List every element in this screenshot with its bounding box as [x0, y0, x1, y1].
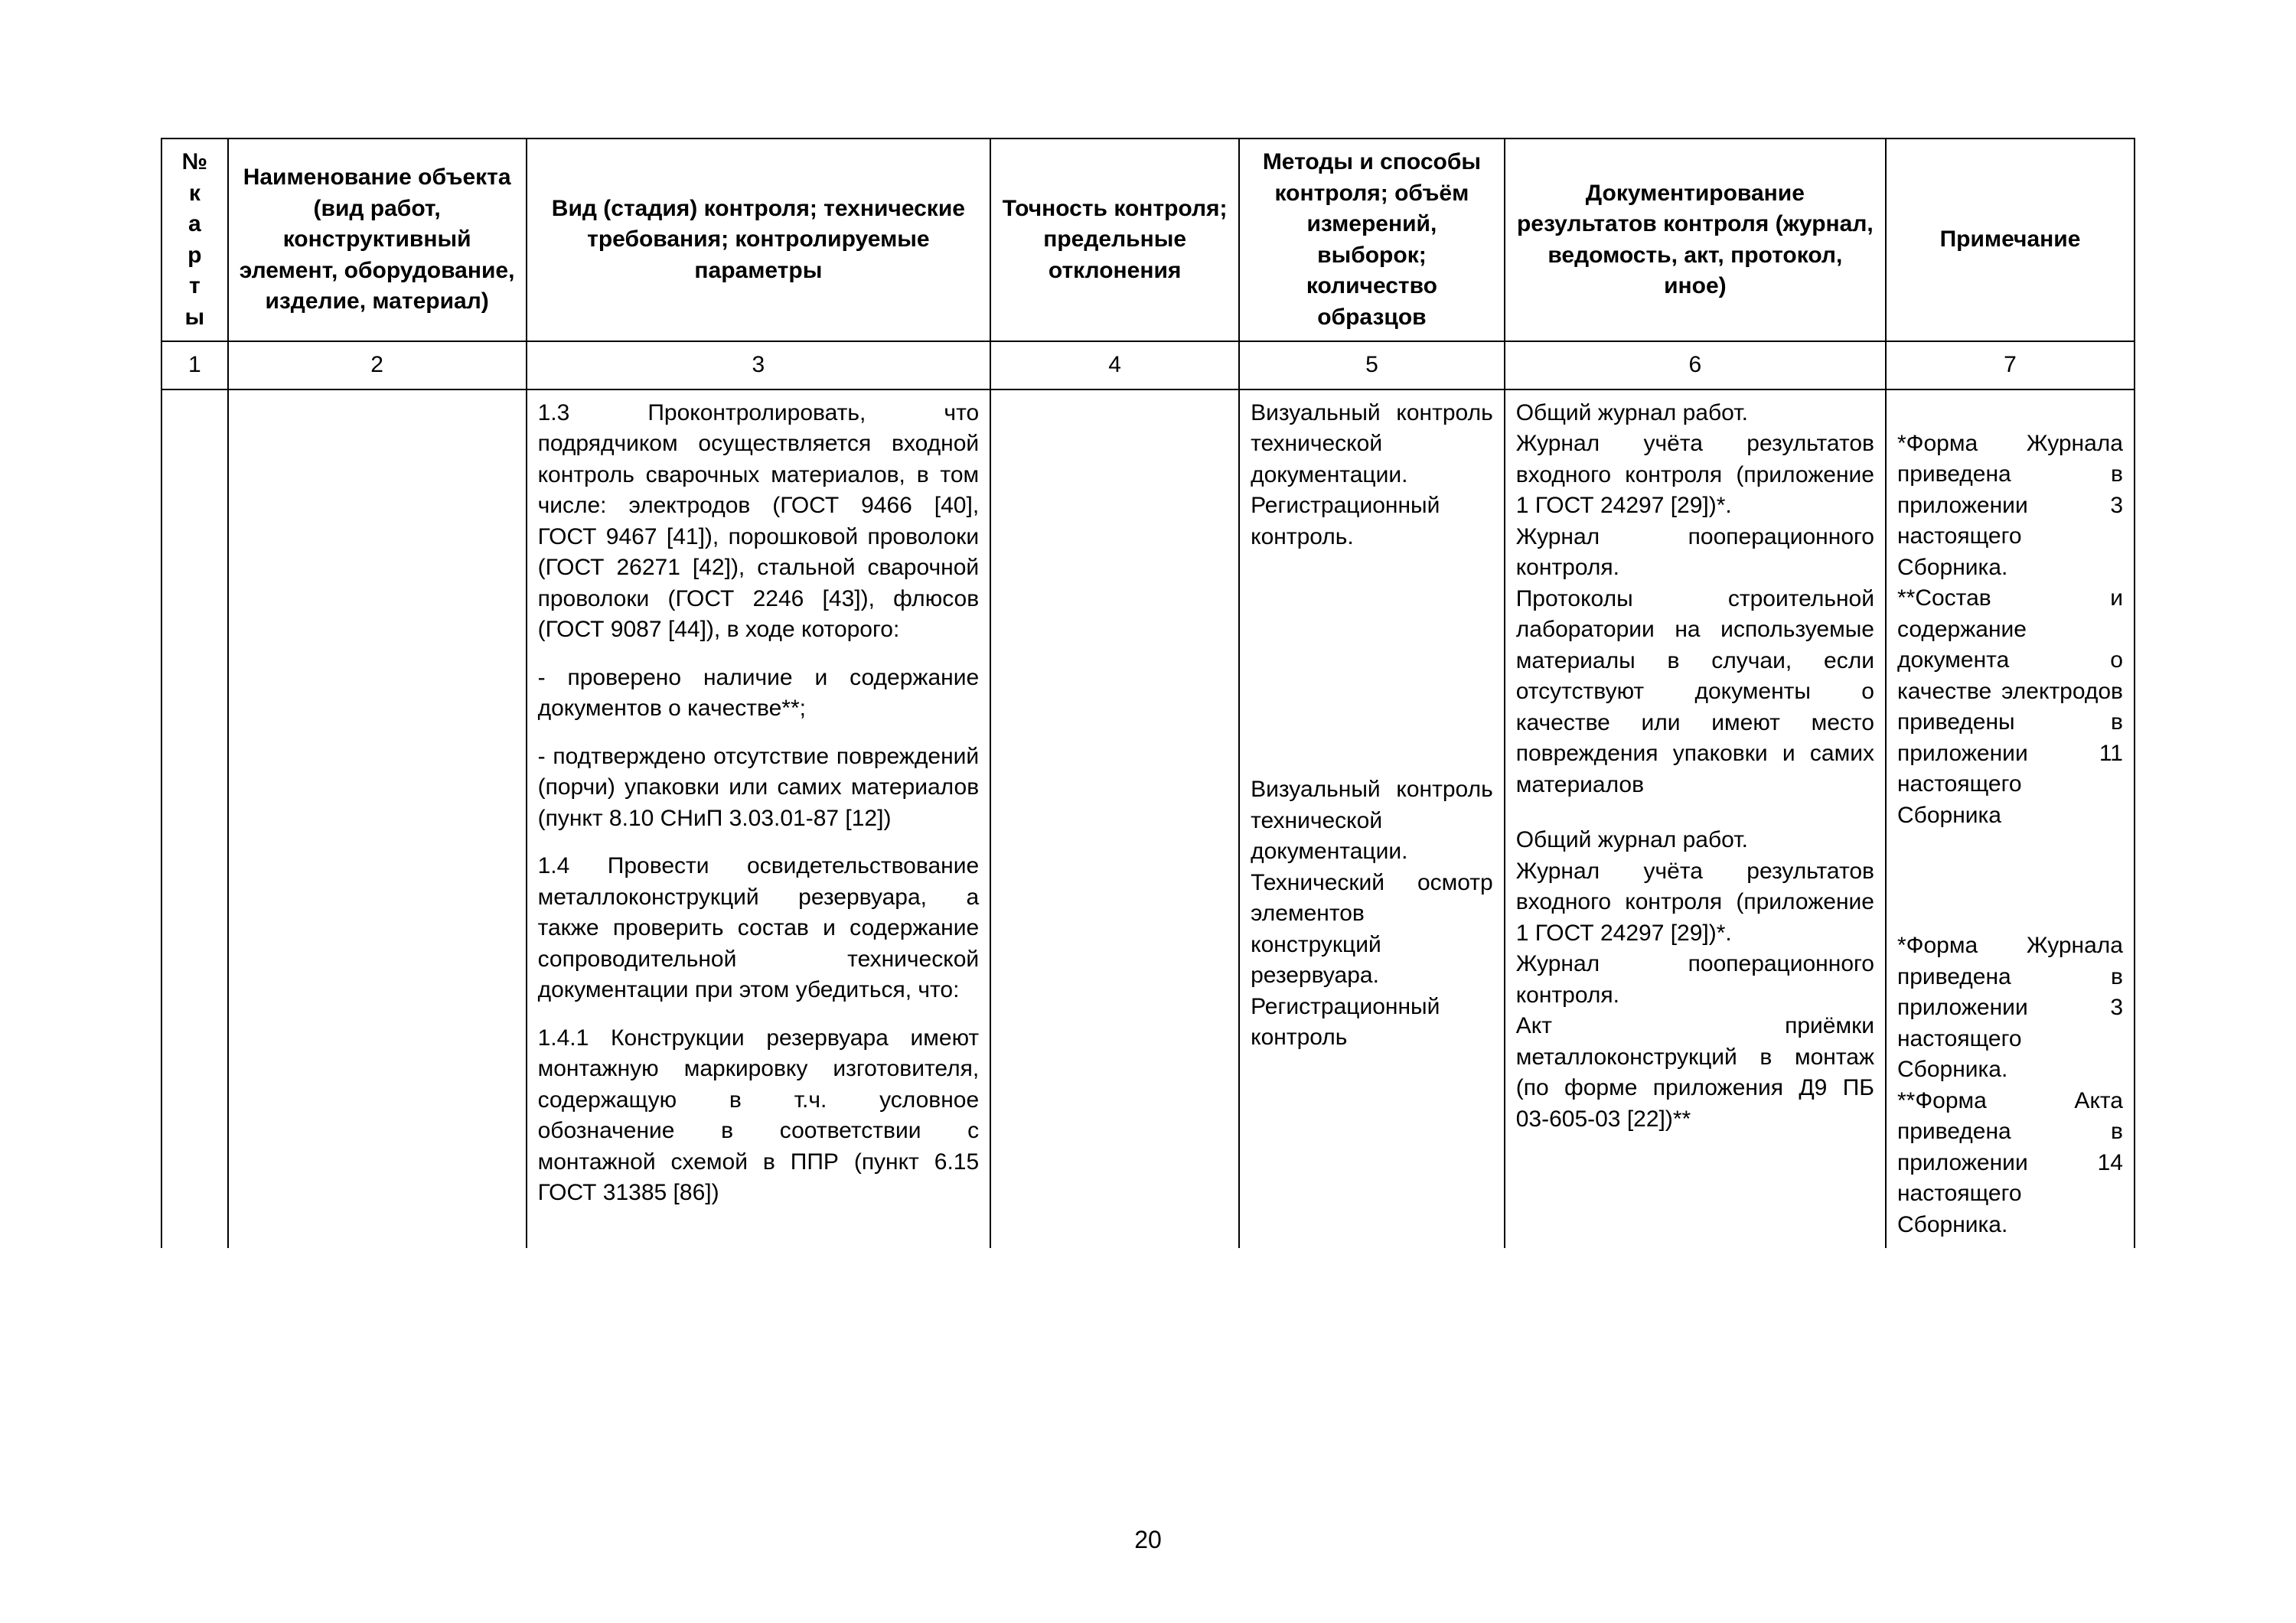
paragraph: - проверено наличие и содержание докумен…: [538, 663, 980, 725]
paragraph: *Форма Журнала приведена в приложении 3 …: [1897, 429, 2123, 584]
paragraph: Журнал пооперационного контроля.: [1516, 949, 1874, 1011]
cell-col-5: Визуальный контроль технической документ…: [1239, 389, 1505, 1249]
table-number-row: 1 2 3 4 5 6 7: [161, 341, 2135, 389]
header-col-5: Методы и способы контроля; объём измерен…: [1239, 139, 1505, 341]
paragraph: Визуальный контроль технической документ…: [1251, 774, 1493, 868]
page-number: 20: [0, 1526, 2296, 1554]
num-col-3: 3: [527, 341, 991, 389]
control-table: № к а р т ы Наименование объекта (вид ра…: [161, 138, 2135, 1248]
cell-col-1: [161, 389, 228, 1249]
paragraph: Журнал учёта результатов входного контро…: [1516, 856, 1874, 950]
num-col-1: 1: [161, 341, 228, 389]
paragraph: **Состав и содержание документа о качест…: [1897, 583, 2123, 831]
paragraph: Регистрационный контроль.: [1251, 490, 1493, 552]
cell-col-2: [228, 389, 527, 1249]
cell-col-4: [990, 389, 1239, 1249]
paragraph: Журнал учёта результатов входного контро…: [1516, 429, 1874, 522]
paragraph: 1.4.1 Конструкции резервуара имеют монта…: [538, 1023, 980, 1209]
paragraph: - подтверждено отсутствие повреждений (п…: [538, 741, 980, 835]
num-col-4: 4: [990, 341, 1239, 389]
paragraph: Общий журнал работ.: [1516, 398, 1874, 429]
paragraph: 1.3 Проконтролировать, что подрядчиком о…: [538, 398, 980, 646]
num-col-6: 6: [1505, 341, 1886, 389]
num-col-7: 7: [1886, 341, 2135, 389]
num-col-5: 5: [1239, 341, 1505, 389]
table-row: 1.3 Проконтролировать, что подрядчиком о…: [161, 389, 2135, 1249]
header-col-3: Вид (стадия) контроля; технические требо…: [527, 139, 991, 341]
paragraph: Визуальный контроль технической документ…: [1251, 398, 1493, 491]
paragraph: 1.4 Провести освидетельствование металло…: [538, 851, 980, 1006]
page: № к а р т ы Наименование объекта (вид ра…: [0, 0, 2296, 1623]
cell-col-6: Общий журнал работ. Журнал учёта результ…: [1505, 389, 1886, 1249]
header-col-4: Точность контроля; предельные отклонения: [990, 139, 1239, 341]
paragraph: Общий журнал работ.: [1516, 825, 1874, 856]
paragraph: Протоколы строительной лаборатории на ис…: [1516, 584, 1874, 801]
paragraph: *Форма Журнала приведена в приложении 3 …: [1897, 930, 2123, 1086]
header-col-1: № к а р т ы: [161, 139, 228, 341]
paragraph: Журнал пооперационного контроля.: [1516, 522, 1874, 584]
paragraph: Регистрационный контроль: [1251, 992, 1493, 1054]
paragraph: Технический осмотр элементов конструкций…: [1251, 868, 1493, 992]
paragraph: Акт приёмки металлоконструкций в монтаж …: [1516, 1011, 1874, 1135]
cell-col-3: 1.3 Проконтролировать, что подрядчиком о…: [527, 389, 991, 1249]
header-col-6: Документирование результатов контроля (ж…: [1505, 139, 1886, 341]
header-col-7: Примечание: [1886, 139, 2135, 341]
paragraph: **Форма Акта приведена в приложении 14 н…: [1897, 1086, 2123, 1241]
table-header-row: № к а р т ы Наименование объекта (вид ра…: [161, 139, 2135, 341]
num-col-2: 2: [228, 341, 527, 389]
cell-col-7: *Форма Журнала приведена в приложении 3 …: [1886, 389, 2135, 1249]
header-col-2: Наименование объекта (вид работ, констру…: [228, 139, 527, 341]
